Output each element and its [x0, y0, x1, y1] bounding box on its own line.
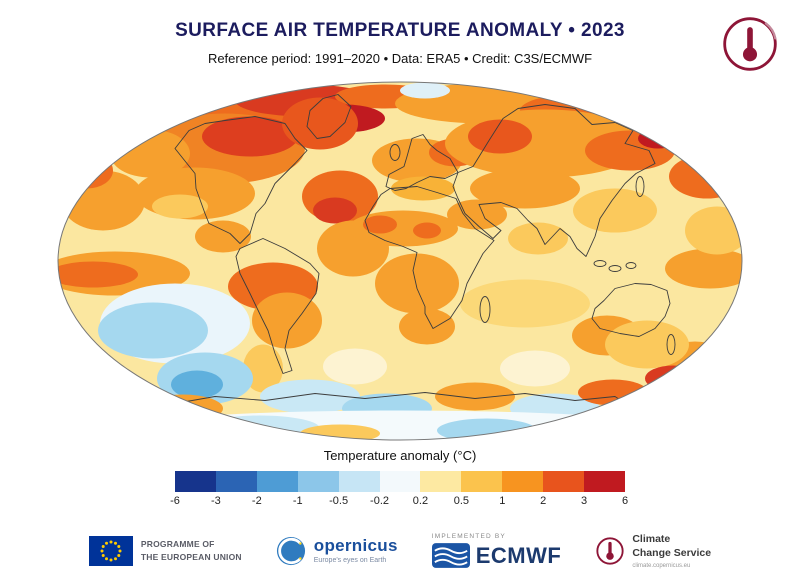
colorbar-tick-label: -0.2 [370, 495, 390, 507]
colorbar-segment [175, 471, 216, 492]
colorbar-segment [256, 471, 298, 492]
anomaly-map-graphic [57, 81, 743, 441]
colorbar-tick-label: 6 [621, 495, 629, 507]
colorbar-segment [215, 471, 257, 492]
copernicus-tagline: Europe's eyes on Earth [313, 557, 387, 565]
colorbar-tick-label: -3 [211, 495, 221, 507]
page-subtitle: Reference period: 1991–2020 • Data: ERA5… [207, 51, 593, 66]
colorbar-tick-label: -0.5 [329, 495, 349, 507]
colorbar-tick-label: -6 [170, 495, 180, 507]
implemented-by-label: IMPLEMENTED BY [431, 532, 506, 540]
eu-programme-line1: PROGRAMME OF [140, 539, 215, 550]
colorbar-segment [420, 471, 462, 492]
footer: PROGRAMME OF THE EUROPEAN UNION opernicu… [0, 532, 800, 570]
copernicus-wordmark: opernicus [313, 536, 398, 556]
coastlines [174, 94, 676, 407]
colorbar-segment [543, 471, 585, 492]
colorbar-legend: Temperature anomaly (°C) -6 -3 -2 -1 -0.5 -0.… [170, 448, 630, 508]
colorbar-label: Temperature anomaly (°C) [323, 448, 477, 463]
c3s-footer-block: Climate Change Service climate.copernicu… [595, 532, 711, 570]
c3s-logo-icon [723, 17, 777, 71]
world-map [0, 78, 800, 444]
copernicus-logo-icon [276, 536, 305, 565]
page-title: SURFACE AIR TEMPERATURE ANOMALY • 2023 [175, 20, 625, 41]
colorbar-segments [175, 471, 625, 492]
ecmwf-block: IMPLEMENTED BY ECMWF [431, 532, 562, 569]
colorbar-tick-label: -2 [251, 495, 262, 507]
ecmwf-logo-icon [431, 543, 470, 569]
colorbar-tick-label: 0.2 [412, 495, 429, 507]
ecmwf-wordmark: ECMWF [475, 542, 562, 568]
colorbar-segment [502, 471, 544, 492]
colorbar-segment [379, 471, 421, 492]
colorbar-tick-label: -1 [292, 495, 303, 507]
colorbar-ticks: -6 -3 -2 -1 -0.5 -0.2 0.2 0.5 1 2 3 6 [170, 492, 629, 508]
colorbar-tick-label: 3 [581, 495, 588, 507]
eu-programme-line2: THE EUROPEAN UNION [140, 551, 242, 562]
eu-programme-block: PROGRAMME OF THE EUROPEAN UNION [88, 535, 242, 566]
colorbar-segment [584, 471, 625, 492]
colorbar-tick-label: 2 [540, 495, 547, 507]
copernicus-block: opernicus Europe's eyes on Earth [276, 536, 398, 566]
c3s-line1: Climate [632, 532, 671, 545]
colorbar-tick-label: 1 [499, 495, 506, 507]
c3s-line2: Change Service [632, 546, 712, 559]
colorbar-tick-label: 0.5 [453, 495, 470, 507]
colorbar-segment [461, 471, 503, 492]
c3s-url: climate.copernicus.eu [632, 562, 691, 569]
colorbar-segment [338, 471, 380, 492]
header: SURFACE AIR TEMPERATURE ANOMALY • 2023 R… [0, 0, 800, 66]
c3s-footer-logo-icon [596, 537, 624, 565]
eu-flag-icon [88, 535, 133, 566]
colorbar-segment [297, 471, 339, 492]
